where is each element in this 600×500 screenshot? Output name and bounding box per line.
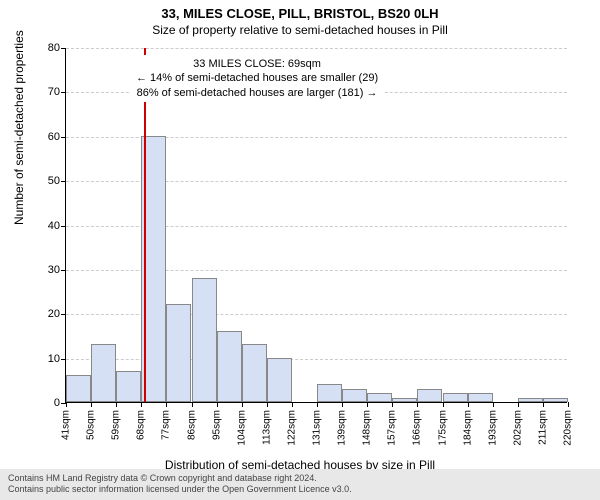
- xtick-label: 131sqm: [312, 410, 323, 446]
- histogram-bar: [342, 389, 367, 402]
- ytick-label: 30: [48, 264, 60, 276]
- xtick-label: 148sqm: [362, 410, 373, 446]
- xtick-mark: [417, 402, 418, 407]
- histogram-bar: [242, 344, 267, 402]
- xtick-label: 211sqm: [537, 410, 548, 445]
- title-sub: Size of property relative to semi-detach…: [0, 21, 600, 37]
- xtick-mark: [66, 402, 67, 407]
- xtick-label: 193sqm: [487, 410, 498, 446]
- xtick-mark: [518, 402, 519, 407]
- histogram-bar: [166, 304, 191, 402]
- xtick-label: 139sqm: [337, 410, 348, 446]
- ytick-mark: [61, 314, 66, 315]
- chart-container: 33, MILES CLOSE, PILL, BRISTOL, BS20 0LH…: [0, 0, 600, 500]
- xtick-label: 157sqm: [387, 410, 398, 446]
- gridline: [66, 48, 567, 49]
- ytick-label: 40: [48, 220, 60, 232]
- histogram-bar: [392, 398, 417, 402]
- annotation-line1: 33 MILES CLOSE: 69sqm: [136, 57, 378, 71]
- ytick-mark: [61, 181, 66, 182]
- xtick-mark: [568, 402, 569, 407]
- histogram-bar: [192, 278, 217, 402]
- xtick-label: 166sqm: [412, 410, 423, 446]
- xtick-mark: [267, 402, 268, 407]
- footer-line2: Contains public sector information licen…: [8, 484, 592, 496]
- xtick-mark: [91, 402, 92, 407]
- footer: Contains HM Land Registry data © Crown c…: [0, 469, 600, 500]
- xtick-mark: [317, 402, 318, 407]
- xtick-mark: [468, 402, 469, 407]
- xtick-mark: [192, 402, 193, 407]
- footer-line1: Contains HM Land Registry data © Crown c…: [8, 473, 592, 485]
- xtick-label: 220sqm: [563, 410, 574, 446]
- xtick-mark: [392, 402, 393, 407]
- xtick-label: 184sqm: [462, 410, 473, 446]
- histogram-bar: [267, 358, 292, 402]
- y-axis-label: Number of semi-detached properties: [12, 30, 26, 225]
- annotation-line2: ← 14% of semi-detached houses are smalle…: [136, 71, 378, 85]
- ytick-mark: [61, 137, 66, 138]
- ytick-label: 60: [48, 131, 60, 143]
- xtick-label: 68sqm: [136, 410, 147, 440]
- xtick-label: 41sqm: [61, 410, 72, 440]
- ytick-mark: [61, 270, 66, 271]
- xtick-mark: [116, 402, 117, 407]
- xtick-mark: [242, 402, 243, 407]
- xtick-label: 77sqm: [161, 410, 172, 440]
- histogram-bar: [91, 344, 116, 402]
- histogram-bar: [367, 393, 392, 402]
- annotation-box: 33 MILES CLOSE: 69sqm ← 14% of semi-deta…: [130, 55, 384, 102]
- histogram-bar: [468, 393, 493, 402]
- ytick-mark: [61, 359, 66, 360]
- xtick-label: 122sqm: [286, 410, 297, 446]
- ytick-label: 70: [48, 86, 60, 98]
- xtick-mark: [141, 402, 142, 407]
- ytick-mark: [61, 226, 66, 227]
- xtick-label: 95sqm: [211, 410, 222, 440]
- histogram-bar: [116, 371, 141, 402]
- title-main: 33, MILES CLOSE, PILL, BRISTOL, BS20 0LH: [0, 0, 600, 21]
- histogram-bar: [518, 398, 543, 402]
- ytick-label: 0: [54, 397, 60, 409]
- ytick-label: 20: [48, 308, 60, 320]
- ytick-label: 10: [48, 353, 60, 365]
- ytick-label: 50: [48, 175, 60, 187]
- xtick-mark: [493, 402, 494, 407]
- histogram-bar: [217, 331, 242, 402]
- histogram-bar: [66, 375, 91, 402]
- xtick-label: 175sqm: [437, 410, 448, 446]
- annotation-line3: 86% of semi-detached houses are larger (…: [136, 86, 378, 100]
- ytick-mark: [61, 92, 66, 93]
- xtick-label: 113sqm: [261, 410, 272, 445]
- histogram-bar: [317, 384, 342, 402]
- histogram-bar: [417, 389, 442, 402]
- xtick-label: 202sqm: [512, 410, 523, 446]
- xtick-label: 50sqm: [86, 410, 97, 440]
- ytick-label: 80: [48, 42, 60, 54]
- histogram-bar: [443, 393, 468, 402]
- xtick-label: 86sqm: [186, 410, 197, 440]
- xtick-mark: [367, 402, 368, 407]
- histogram-bar: [543, 398, 568, 402]
- xtick-mark: [292, 402, 293, 407]
- xtick-mark: [443, 402, 444, 407]
- xtick-mark: [217, 402, 218, 407]
- xtick-label: 104sqm: [236, 410, 247, 446]
- xtick-mark: [342, 402, 343, 407]
- ytick-mark: [61, 48, 66, 49]
- xtick-label: 59sqm: [111, 410, 122, 440]
- xtick-mark: [543, 402, 544, 407]
- xtick-mark: [166, 402, 167, 407]
